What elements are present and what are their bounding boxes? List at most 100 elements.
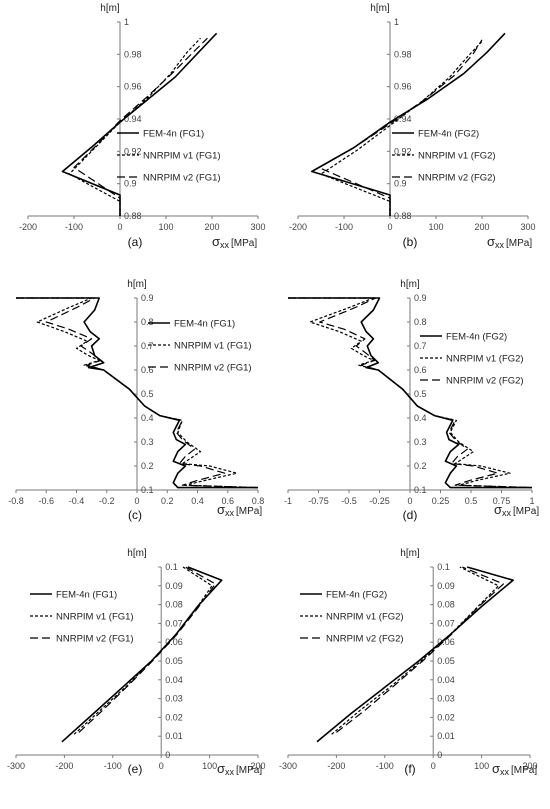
y-tick-label: 0.3 (414, 437, 427, 447)
legend-entry: NNRPIM v1 (FG1) (56, 612, 134, 623)
legend-entry: NNRPIM v2 (FG1) (174, 363, 252, 374)
y-tick-label: 0.03 (165, 694, 183, 704)
x-tick-label: 0 (431, 761, 436, 771)
legend-entry: NNRPIM v1 (FG2) (446, 354, 524, 365)
y-tick-label: 0.07 (437, 618, 455, 628)
x-tick-label: 1 (529, 496, 534, 506)
y-tick-label: 0.02 (437, 712, 455, 722)
y-tick-label: 0.09 (165, 581, 183, 591)
y-axis-label: h[m] (127, 279, 147, 290)
chart-panel-c: -0.8 -0.6 -0.4 -0.2 0 0.2 0.4 0.6 0.8 0.1 0.2 0.3 0.… (8, 279, 264, 522)
y-tick-label: 0.06 (437, 637, 455, 647)
y-tick-label: 0.01 (165, 731, 183, 741)
y-tick-label: 0.98 (124, 49, 142, 59)
x-tick-label: 0.5 (465, 496, 478, 506)
panel-label: (e) (128, 762, 143, 776)
panel-label: (a) (128, 235, 143, 249)
series-line-2 (288, 297, 533, 489)
y-axis-label: h[m] (127, 548, 147, 559)
x-axis-label: σxx [MPa] (217, 502, 262, 518)
x-tick-label: 0.2 (161, 496, 174, 506)
y-tick-label: 0.6 (414, 365, 427, 375)
y-tick-label: 0.9 (414, 293, 427, 303)
x-tick-label: 0.6 (221, 496, 234, 506)
series-line-3 (16, 297, 259, 489)
y-tick-label: 0.92 (394, 146, 412, 156)
y-tick-label: 0.06 (165, 637, 183, 647)
x-tick-label: 300 (520, 222, 535, 232)
x-tick-label: -300 (7, 761, 25, 771)
x-tick-label: 200 (204, 222, 219, 232)
legend-entry: FEM-4n (FG2) (418, 129, 479, 140)
y-tick-label: 0.1 (141, 485, 154, 495)
x-tick-label: 300 (250, 222, 265, 232)
x-tick-label: -100 (376, 761, 394, 771)
y-tick-label: 0.94 (394, 114, 412, 124)
legend-entry: NNRPIM v2 (FG2) (418, 173, 496, 184)
x-axis-label: σxx [MPa] (487, 234, 532, 250)
y-tick-label: 0.96 (394, 82, 412, 92)
y-tick-label: 0.04 (165, 675, 183, 685)
series-line-3 (336, 566, 504, 733)
legend-entry: NNRPIM v2 (FG2) (446, 376, 524, 387)
chart-panel-d: -1 -0.75 -0.5 -0.25 0 0.25 0.5 0.75 1 0.1 0.2 0.3 0.… (284, 279, 539, 522)
y-tick-label: 0.8 (414, 317, 427, 327)
series-line-2 (68, 37, 201, 216)
y-tick-label: 0.08 (165, 600, 183, 610)
chart-panel-a: -200 -100 0 100 200 300 0.88 0.9 0.92 0.94 0.96 0.9… (19, 3, 266, 250)
x-tick-label: -200 (19, 222, 37, 232)
legend-entry: FEM-4n (FG2) (326, 590, 387, 601)
x-tick-label: -0.2 (99, 496, 115, 506)
x-tick-label: 100 (428, 222, 443, 232)
x-tick-label: -100 (65, 222, 83, 232)
y-tick-label: 0.3 (141, 437, 154, 447)
x-tick-label: -1 (284, 496, 292, 506)
y-tick-label: 0.9 (124, 179, 137, 189)
legend-entry: NNRPIM v1 (FG1) (174, 341, 252, 352)
legend-entry: NNRPIM v2 (FG1) (56, 634, 134, 645)
x-tick-label: 0.4 (191, 496, 204, 506)
y-tick-label: 0.1 (437, 562, 450, 572)
series-line-3 (73, 37, 208, 216)
x-tick-label: 100 (202, 761, 217, 771)
y-tick-label: 0.6 (141, 365, 154, 375)
x-tick-label: 0.75 (493, 496, 511, 506)
legend-entry: FEM-4n (FG1) (56, 590, 117, 601)
chart-panel-e: -300 -200 -100 0 100 200 0 0.01 0.02 0.03 0.04 0.05… (7, 548, 266, 777)
x-tick-label: -200 (55, 761, 73, 771)
x-tick-label: 0 (387, 222, 392, 232)
y-axis-label: h[m] (400, 279, 420, 290)
y-axis-label: h[m] (370, 3, 390, 14)
series-line-2 (73, 566, 213, 735)
x-tick-label: -0.8 (8, 496, 24, 506)
x-axis-label: σxx [MPa] (492, 761, 537, 777)
x-axis-label: σxx [MPa] (217, 761, 262, 777)
legend-entry: FEM-4n (FG1) (143, 129, 204, 140)
series-line-1 (61, 32, 218, 216)
series-line-3 (288, 297, 533, 489)
series-line-2 (331, 566, 500, 735)
legend-entry: FEM-4n (FG2) (446, 332, 507, 343)
x-tick-label: -0.4 (69, 496, 85, 506)
y-tick-label: 0.5 (141, 389, 154, 399)
x-tick-label: 0 (159, 761, 164, 771)
y-axis-label: h[m] (400, 548, 420, 559)
x-axis-label: σxx [MPa] (212, 234, 257, 250)
legend-entry: NNRPIM v2 (FG2) (326, 634, 404, 645)
y-axis-label: h[m] (100, 3, 120, 14)
y-tick-label: 0.05 (437, 656, 455, 666)
y-tick-label: 0.4 (414, 413, 427, 423)
x-tick-label: 0.8 (252, 496, 265, 506)
legend-entry: NNRPIM v1 (FG1) (143, 151, 221, 162)
y-tick-label: 0.7 (414, 341, 427, 351)
y-tick-label: 0.4 (141, 413, 154, 423)
y-tick-label: 0.2 (141, 461, 154, 471)
y-tick-label: 0.9 (141, 293, 154, 303)
legend-entry: FEM-4n (FG1) (174, 319, 235, 330)
chart-panel-b: -200 -100 0 100 200 300 0.88 0.9 0.92 0.94 0.96 0.9… (289, 3, 536, 250)
x-axis-label: σxx [MPa] (494, 502, 539, 518)
y-tick-label: 0.1 (414, 485, 427, 495)
y-tick-label: 0.98 (394, 49, 412, 59)
y-tick-label: 0.9 (394, 179, 407, 189)
x-tick-label: -0.25 (369, 496, 390, 506)
